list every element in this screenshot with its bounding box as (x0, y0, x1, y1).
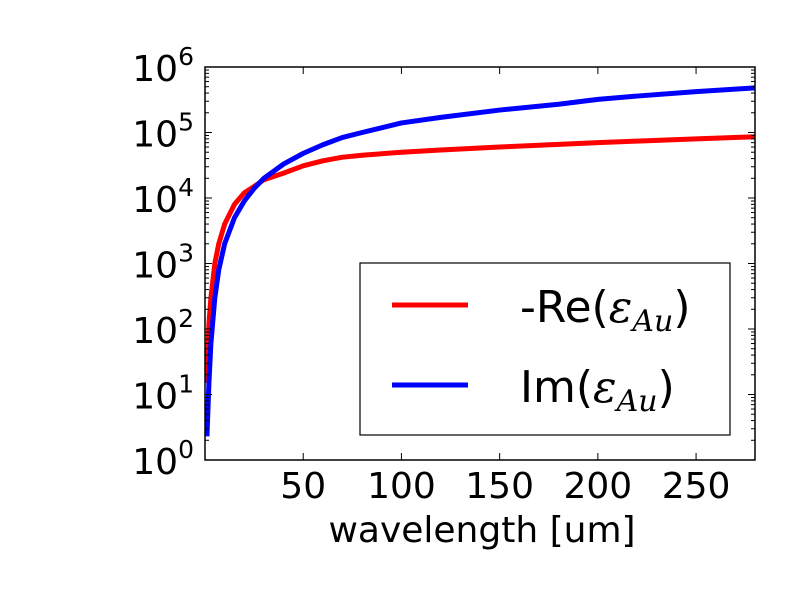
legend-items: -Re(εAu) Im(εAu) (392, 282, 691, 419)
legend-label-0: -Re(εAu) (520, 282, 691, 339)
x-tick-labels: 50 100 150 200 250 (280, 466, 730, 507)
y-tick-label: 105 (132, 108, 194, 156)
y-tick-label: 106 (132, 42, 194, 90)
y-tick-label: 101 (132, 370, 194, 418)
legend-box (359, 262, 731, 436)
x-tick-label: 200 (563, 466, 632, 507)
y-tick-label: 100 (132, 435, 194, 483)
y-tick-label: 102 (132, 304, 194, 352)
x-axis-label: wavelength [um] (328, 510, 635, 551)
legend-label-1: Im(εAu) (520, 362, 675, 419)
x-tick-label: 100 (367, 466, 436, 507)
y-tick-label: 104 (132, 173, 194, 221)
x-tick-label: 150 (465, 466, 534, 507)
series-layer (204, 85, 756, 437)
y-tick-label: 103 (132, 239, 194, 287)
ticks-layer (205, 66, 755, 461)
x-tick-label: 250 (662, 466, 731, 507)
legend: -Re(εAu) Im(εAu) (359, 262, 731, 436)
series-line-0 (204, 134, 756, 384)
y-tick-labels: 100 101 102 103 104 105 106 (132, 42, 194, 483)
series-line-1 (204, 85, 756, 437)
x-tick-label: 50 (280, 466, 326, 507)
